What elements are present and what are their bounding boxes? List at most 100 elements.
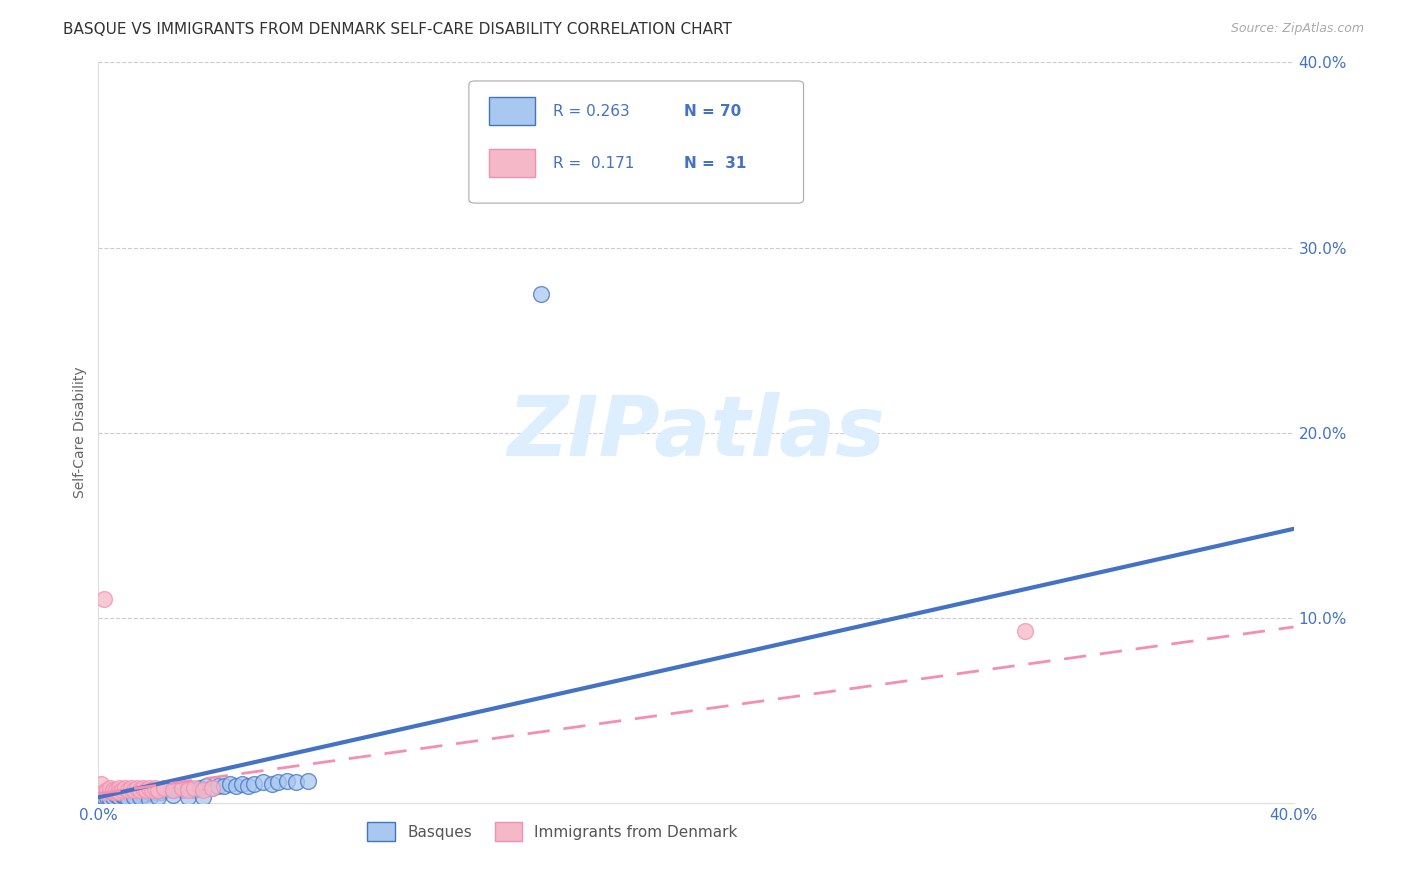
Point [129, 785, 152, 799]
Point [93, 790, 115, 805]
Point [90, 777, 112, 791]
Point [201, 780, 224, 795]
Point [117, 782, 139, 797]
Point [195, 779, 218, 793]
Point [138, 780, 160, 795]
Point [225, 779, 247, 793]
Point [111, 787, 134, 801]
Point [212, 779, 235, 793]
FancyBboxPatch shape [470, 81, 804, 203]
Point [108, 785, 131, 799]
Point [153, 782, 176, 797]
Point [148, 790, 170, 805]
Point [132, 780, 155, 795]
Point [177, 790, 200, 805]
Point [103, 789, 125, 803]
Point [172, 780, 194, 795]
Point [111, 790, 134, 805]
Point [148, 782, 170, 797]
Point [183, 780, 205, 795]
Point [111, 782, 134, 797]
Bar [489, 149, 534, 178]
Point [138, 785, 160, 799]
Point [284, 775, 307, 789]
Point [162, 782, 184, 797]
Point [93, 790, 115, 805]
Point [103, 790, 125, 805]
Point [177, 780, 200, 795]
Point [103, 785, 125, 799]
Point [90, 792, 112, 806]
Point [1014, 624, 1036, 638]
Text: ZIPatlas: ZIPatlas [508, 392, 884, 473]
Point [96, 782, 118, 797]
Point [276, 773, 298, 788]
Point [117, 792, 139, 806]
Point [103, 785, 125, 799]
Point [93, 787, 115, 801]
Point [135, 787, 157, 801]
Point [111, 789, 134, 803]
Point [96, 790, 118, 805]
Point [141, 782, 163, 797]
Point [120, 787, 142, 801]
Point [141, 782, 163, 797]
Point [96, 785, 118, 799]
Point [530, 286, 553, 301]
Point [117, 782, 139, 797]
Point [93, 592, 115, 607]
Point [156, 780, 179, 795]
Point [108, 790, 131, 805]
Point [98, 792, 122, 806]
Point [103, 782, 125, 797]
Point [124, 782, 146, 797]
Point [117, 789, 139, 803]
Y-axis label: Self-Care Disability: Self-Care Disability [73, 367, 87, 499]
Point [93, 785, 115, 799]
Point [114, 785, 136, 799]
Text: Source: ZipAtlas.com: Source: ZipAtlas.com [1230, 22, 1364, 36]
Point [127, 780, 149, 795]
Point [105, 787, 128, 801]
Point [243, 777, 266, 791]
Point [201, 780, 224, 795]
Point [267, 775, 290, 789]
Point [207, 779, 229, 793]
Point [135, 782, 157, 797]
Point [98, 780, 122, 795]
Point [124, 785, 146, 799]
Text: R =  0.171: R = 0.171 [553, 155, 634, 170]
Point [236, 779, 259, 793]
Text: N =  31: N = 31 [685, 155, 747, 170]
Text: BASQUE VS IMMIGRANTS FROM DENMARK SELF-CARE DISABILITY CORRELATION CHART: BASQUE VS IMMIGRANTS FROM DENMARK SELF-C… [63, 22, 733, 37]
Bar [489, 97, 534, 126]
Text: R = 0.263: R = 0.263 [553, 103, 630, 119]
Point [108, 789, 131, 803]
Point [124, 790, 146, 805]
Point [150, 785, 173, 799]
Point [252, 775, 274, 789]
Point [297, 773, 319, 788]
Point [143, 780, 166, 795]
Point [98, 787, 122, 801]
Point [219, 777, 242, 791]
Point [260, 777, 283, 791]
Point [191, 782, 214, 797]
Point [105, 790, 128, 805]
Point [191, 790, 214, 805]
Point [114, 790, 136, 805]
Point [120, 780, 142, 795]
Text: N = 70: N = 70 [685, 103, 741, 119]
Point [172, 782, 194, 797]
Point [129, 782, 152, 797]
Point [108, 785, 131, 799]
Point [143, 785, 166, 799]
Point [129, 790, 152, 805]
Point [127, 787, 149, 801]
Point [162, 789, 184, 803]
Point [177, 782, 200, 797]
Point [114, 780, 136, 795]
Point [90, 789, 112, 803]
Point [96, 789, 118, 803]
Point [162, 782, 184, 797]
